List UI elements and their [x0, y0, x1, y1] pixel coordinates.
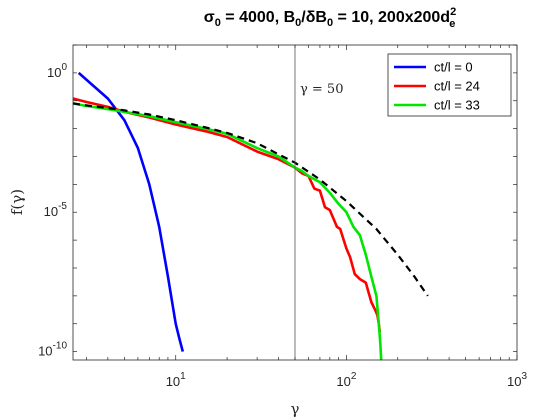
legend-items: ct/l = 0 ct/l = 24 ct/l = 33 — [394, 60, 480, 113]
x-tick-label: 101 — [166, 371, 186, 389]
series-line-1 — [73, 97, 382, 333]
series-layer — [73, 71, 429, 360]
series-line-0 — [77, 71, 185, 352]
y-tick-label: 100 — [47, 62, 67, 80]
x-tick-label: 102 — [336, 371, 356, 389]
plot-frame — [72, 44, 518, 361]
y-tick-label: 10-10 — [38, 341, 67, 359]
legend-label: ct/l = 33 — [434, 98, 480, 113]
ticks-layer: 101 102 103 10-10 10-5 100 — [38, 44, 527, 389]
x-tick-label: 103 — [507, 371, 527, 389]
y-axis-label: f(γ) — [8, 189, 26, 215]
y-tick-label: 10-5 — [44, 201, 68, 219]
x-axis-label: γ — [291, 400, 300, 418]
legend: ct/l = 0 ct/l = 24 ct/l = 33 — [387, 53, 512, 117]
series-line-2 — [73, 102, 383, 360]
chart-title: σ0 = 4000, B0/δB0 = 10, 200x200d2 e — [204, 6, 456, 30]
gamma-annotation: γ = 50 — [300, 82, 343, 97]
legend-label: ct/l = 24 — [434, 79, 480, 94]
legend-label: ct/l = 0 — [434, 60, 473, 75]
